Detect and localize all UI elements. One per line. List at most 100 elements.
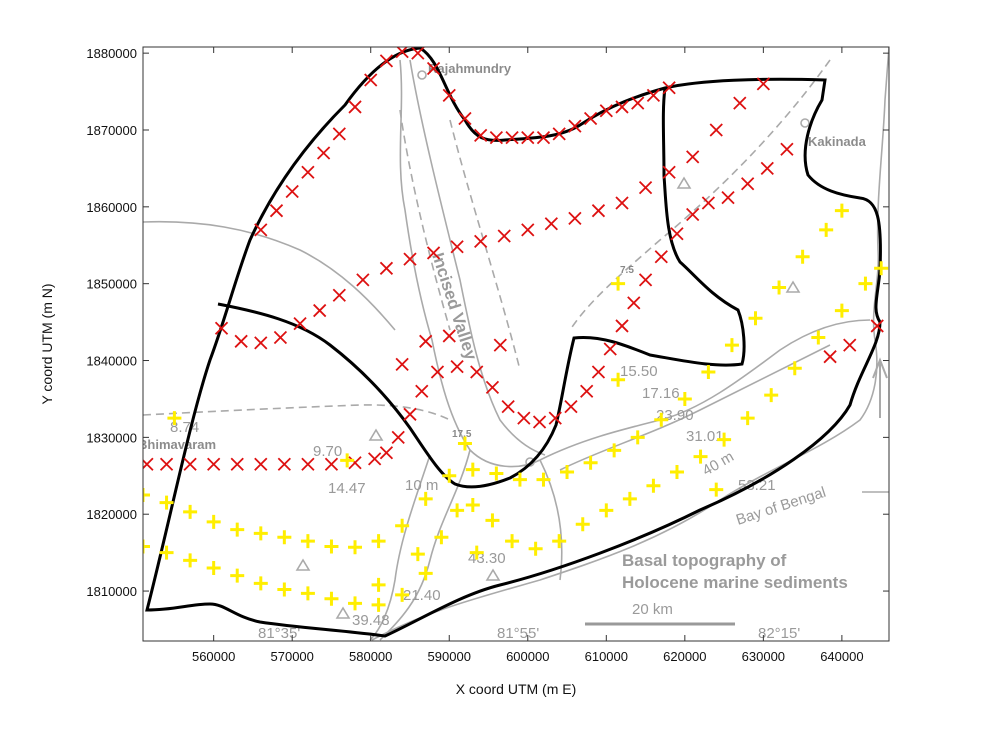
coastline: [371, 47, 889, 641]
x-tick-label: 580000: [349, 649, 392, 664]
red-x-point: [741, 177, 755, 191]
red-x-point: [548, 411, 562, 425]
longitude-label: 81°55': [497, 625, 539, 642]
red-x-point: [379, 446, 394, 460]
red-x-point: [646, 88, 661, 103]
red-x-point: [654, 250, 668, 264]
yellow-plus-point: [340, 453, 355, 468]
yellow-plus-point: [552, 534, 567, 549]
contour-label: 10 m: [405, 477, 438, 494]
yellow-plus-point: [183, 553, 198, 568]
dashed-line: [399, 109, 451, 331]
red-x-point: [301, 165, 315, 179]
longitude-label: 81°35': [258, 625, 300, 642]
yellow-plus-point: [611, 276, 626, 291]
boundary-inner: [217, 87, 746, 489]
red-x-point: [332, 127, 346, 141]
region-boundaries: [145, 47, 882, 638]
place-label-kakinada: Kakinada: [808, 134, 867, 149]
red-x-point: [544, 217, 558, 231]
river: [379, 449, 471, 641]
red-x-point: [273, 330, 288, 345]
place-label-bhimavaram: Bhimavaram: [138, 437, 216, 452]
north-arrow-icon: [872, 357, 888, 418]
river: [399, 59, 541, 468]
red-x-point: [591, 204, 606, 218]
river: [143, 220, 396, 331]
red-x-point: [501, 399, 515, 414]
triangle-symbol: [368, 428, 384, 441]
yellow-plus-point: [622, 491, 637, 506]
y-axis-title: Y coord UTM (m N): [39, 283, 55, 404]
yellow-plus-point: [560, 464, 575, 479]
y-tick-label: 1850000: [86, 277, 137, 292]
red-x-point: [521, 131, 535, 145]
yellow-plus-point: [159, 495, 174, 510]
yellow-plus-point: [607, 443, 622, 458]
red-x-point: [183, 457, 197, 471]
red-x-point: [159, 457, 174, 471]
yellow-plus-point: [677, 391, 692, 406]
basemap: [143, 47, 889, 641]
yellow-plus-point: [395, 518, 410, 533]
red-x-point: [568, 119, 582, 133]
yellow-plus-point: [300, 586, 315, 601]
dashed-line: [449, 119, 521, 371]
boundary-outer: [145, 47, 882, 638]
red-x-point: [348, 100, 362, 114]
yellow-plus-point: [395, 587, 410, 602]
contour-label: 40 m: [700, 448, 737, 479]
red-x-point: [670, 227, 684, 241]
red-x-point: [662, 165, 676, 179]
dashed-line: [143, 404, 451, 421]
yellow-plus-series: [143, 203, 889, 612]
red-x-point: [411, 47, 425, 60]
x-tick-label: 630000: [742, 649, 785, 664]
river: [559, 344, 831, 471]
yellow-plus-point: [300, 534, 315, 549]
depth-label-small: 7.5: [620, 265, 634, 276]
depth-label: 14.47: [328, 480, 366, 497]
place-label-rajahmundry: Rajahmundry: [428, 61, 512, 76]
yellow-plus-point: [442, 468, 457, 483]
x-tick-label: 610000: [585, 649, 628, 664]
red-x-point: [615, 100, 629, 114]
red-x-point: [450, 360, 464, 374]
yellow-plus-point: [772, 280, 787, 295]
longitude-label: 82°15': [758, 625, 800, 642]
triangle-symbol: [295, 558, 311, 571]
red-x-point: [458, 111, 472, 126]
red-x-point: [580, 384, 594, 398]
y-tick-label: 1830000: [86, 430, 137, 445]
river: [409, 59, 546, 456]
yellow-plus-point: [701, 365, 716, 380]
depth-label: 53.21: [738, 477, 776, 494]
yellow-plus-point: [575, 517, 590, 532]
red-x-point: [591, 365, 606, 379]
red-x-point: [348, 456, 362, 470]
red-x-point: [269, 204, 284, 218]
yellow-plus-point: [858, 276, 873, 291]
yellow-plus-point: [167, 411, 182, 426]
red-x-point: [395, 47, 409, 59]
triangle-symbol: [335, 606, 351, 619]
red-x-point: [485, 380, 500, 395]
triangle-symbol: [785, 280, 801, 293]
yellow-plus-point: [693, 449, 708, 464]
red-x-point: [234, 334, 248, 348]
red-x-point: [230, 457, 244, 471]
dashed-line: [569, 59, 831, 331]
red-x-point: [631, 96, 645, 110]
red-x-point: [474, 128, 488, 143]
yellow-plus-point: [348, 540, 363, 555]
red-x-point: [474, 234, 488, 249]
red-x-point: [780, 142, 794, 156]
red-x-point: [615, 196, 629, 210]
scale-bar-label: 20 km: [632, 601, 673, 618]
red-x-point: [254, 336, 268, 350]
yellow-plus-point: [811, 330, 826, 345]
red-x-point: [552, 127, 566, 141]
triangle-symbol: [485, 568, 501, 581]
